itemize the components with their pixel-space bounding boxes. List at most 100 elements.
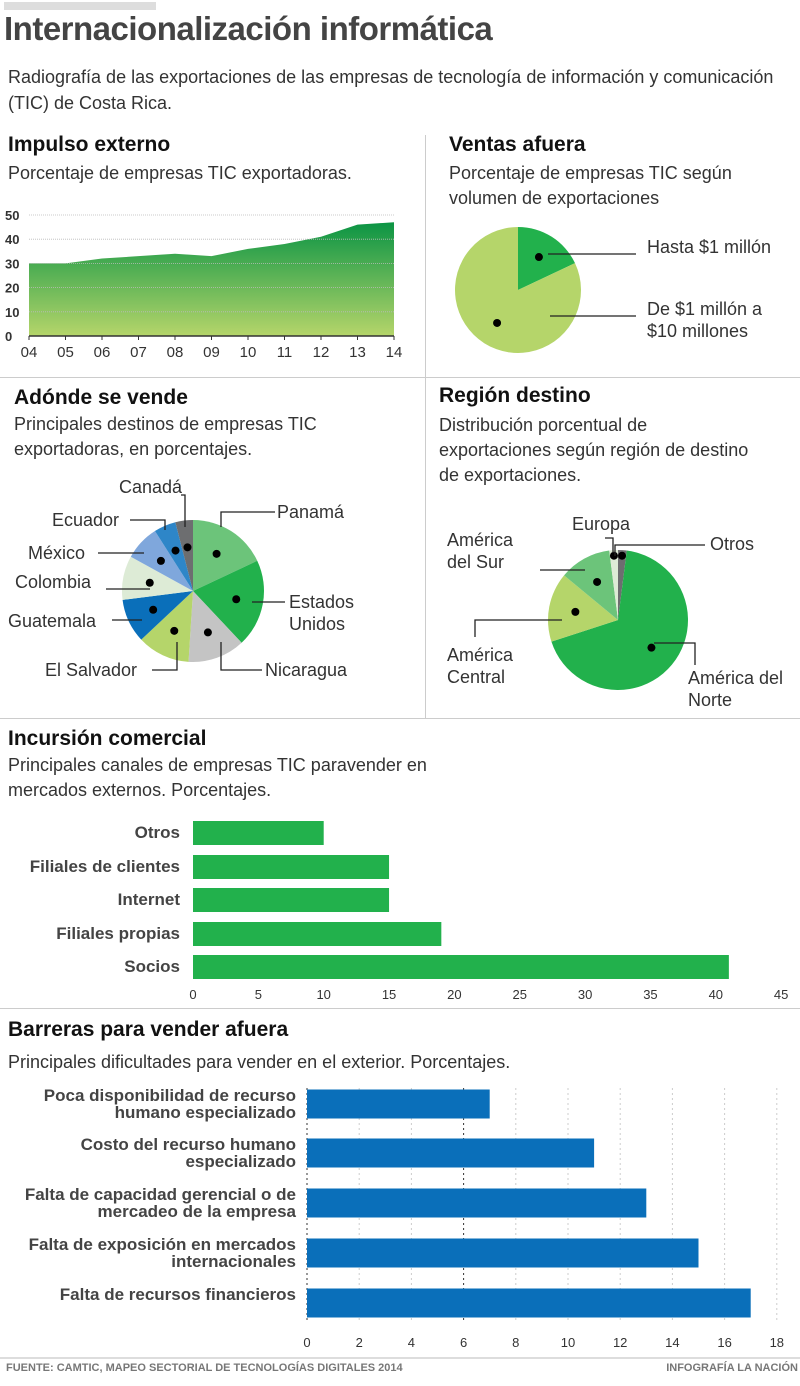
x-tick-label: 8 [512, 1335, 519, 1350]
pie-slice [548, 575, 618, 642]
bar-category-label: Falta de recursos financieros [59, 1285, 296, 1304]
section-subtitle: Principales destinos de empresas TIC exp… [14, 414, 317, 459]
section-subtitle: Principales canales de empresas TIC para… [8, 755, 427, 800]
slice-dot [618, 551, 627, 560]
slice-dot [493, 318, 502, 327]
bar-category-label: Costo del recurso humano especializado [80, 1135, 296, 1171]
pie-label: Ecuador [52, 510, 120, 530]
pie-label: Canadá [119, 477, 183, 497]
x-tick-label: 10 [561, 1335, 575, 1350]
bar-chart-incursion: 0 5 10 15 20 25 30 35 40 45 [189, 821, 788, 1002]
pie-slice [518, 227, 576, 290]
pie-label: El Salvador [45, 660, 138, 680]
divider [0, 1357, 800, 1359]
x-tick-label: 09 [203, 344, 220, 361]
x-tick-label: 45 [774, 987, 788, 1002]
area-series [29, 222, 394, 336]
slice-dot [647, 643, 656, 652]
divider [0, 718, 800, 719]
slice-dot [170, 626, 179, 635]
bar [193, 922, 442, 946]
y-tick-label: 40 [5, 232, 19, 247]
pie-label: De $1 millón a $10 millones [647, 299, 763, 341]
x-tick-label: 07 [130, 344, 147, 361]
bar [307, 1188, 647, 1218]
slice-dot [232, 595, 241, 604]
x-tick-label: 10 [316, 987, 330, 1002]
bar-category-label: Falta de capacidad gerencial o de mercad… [24, 1185, 296, 1221]
pie-slice [154, 522, 193, 591]
x-tick-label: 2 [356, 1335, 363, 1350]
page-title: Internacionalización informática [4, 10, 493, 47]
x-tick-label: 10 [240, 344, 257, 361]
bar [193, 888, 390, 912]
x-tick-label: 6 [460, 1335, 467, 1350]
x-tick-label: 12 [313, 344, 330, 361]
bar-category-label: Socios [124, 957, 180, 976]
pie-label: México [28, 543, 86, 563]
slice-dot [149, 605, 158, 614]
x-tick-label: 30 [578, 987, 592, 1002]
bar [307, 1288, 751, 1318]
section-subtitle: Distribución porcentual de exportaciones… [439, 415, 749, 485]
section-title: Incursión comercial [8, 727, 207, 750]
x-tick-label: 08 [167, 344, 184, 361]
bar [193, 821, 324, 845]
section-subtitle: Porcentaje de empresas TIC según volumen… [449, 163, 732, 208]
slice-dot [183, 543, 192, 552]
top-bar [4, 2, 156, 10]
bar-category-label: Filiales de clientes [29, 857, 180, 876]
bar [307, 1089, 490, 1119]
x-tick-label: 05 [57, 344, 74, 361]
bar-category-label: Internet [117, 890, 180, 909]
y-tick-label: 30 [5, 256, 19, 271]
credit-note: INFOGRAFÍA LA NACIÓN [666, 1362, 798, 1374]
x-tick-label: 18 [770, 1335, 784, 1350]
bar-chart-barreras: 0 2 4 6 8 10 12 14 16 18 [303, 1088, 784, 1350]
x-tick-label: 13 [349, 344, 366, 361]
pie-slice [618, 550, 627, 620]
pie-label: Panamá [277, 502, 345, 522]
divider [0, 377, 800, 378]
section-title: Barreras para vender afuera [8, 1018, 289, 1041]
slice-dot [534, 253, 543, 262]
slice-dot [593, 577, 602, 586]
pie-label: Otros [710, 534, 755, 554]
pie-chart-region [548, 550, 688, 690]
intro-text: Radiografía de las exportaciones de las … [8, 67, 774, 113]
x-tick-label: 4 [408, 1335, 415, 1350]
slice-dot [212, 549, 221, 558]
pie-slice [141, 591, 193, 662]
x-tick-label: 0 [189, 987, 196, 1002]
pie-label: Nicaragua [265, 660, 348, 680]
bar [193, 855, 390, 879]
bar-category-label: Otros [134, 823, 180, 842]
bar-category-label: Poca disponibilidad de recurso humano es… [43, 1086, 296, 1122]
slice-dot [571, 607, 580, 616]
x-tick-label: 20 [447, 987, 461, 1002]
pie-slice [193, 520, 258, 591]
x-tick-label: 12 [613, 1335, 627, 1350]
y-tick-label: 0 [5, 329, 12, 344]
x-tick-label: 15 [382, 987, 396, 1002]
pie-label: Estados Unidos [289, 592, 355, 634]
section-subtitle: Principales dificultades para vender en … [8, 1052, 511, 1072]
bar-category-label: Falta de exposición en mercados internac… [28, 1235, 296, 1271]
leader-lines [98, 253, 705, 671]
pie-slice [551, 550, 688, 690]
x-tick-label: 0 [303, 1335, 310, 1350]
y-tick-label: 50 [5, 208, 19, 223]
pie-label: América del Norte [688, 668, 784, 710]
pie-label: América Central [447, 645, 514, 687]
bar [193, 955, 729, 979]
pie-slice [564, 550, 618, 620]
section-title: Región destino [439, 384, 591, 407]
pie-slice [175, 520, 193, 591]
pie-slice [122, 591, 193, 640]
area-chart-impulso: 0 10 20 30 40 50 04 05 06 07 08 09 10 11 12 13 14 [5, 208, 402, 361]
section-title: Ventas afuera [449, 133, 586, 156]
x-tick-label: 06 [94, 344, 111, 361]
pie-label: Colombia [15, 572, 92, 592]
slice-dot [203, 628, 212, 637]
